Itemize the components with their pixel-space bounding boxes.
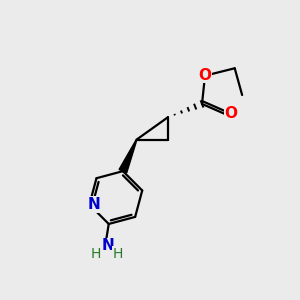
Text: H: H — [113, 247, 123, 261]
Text: O: O — [199, 68, 212, 82]
Text: N: N — [88, 197, 100, 212]
Polygon shape — [119, 140, 137, 173]
Text: N: N — [102, 238, 115, 253]
Text: O: O — [224, 106, 237, 121]
Text: H: H — [91, 247, 101, 261]
